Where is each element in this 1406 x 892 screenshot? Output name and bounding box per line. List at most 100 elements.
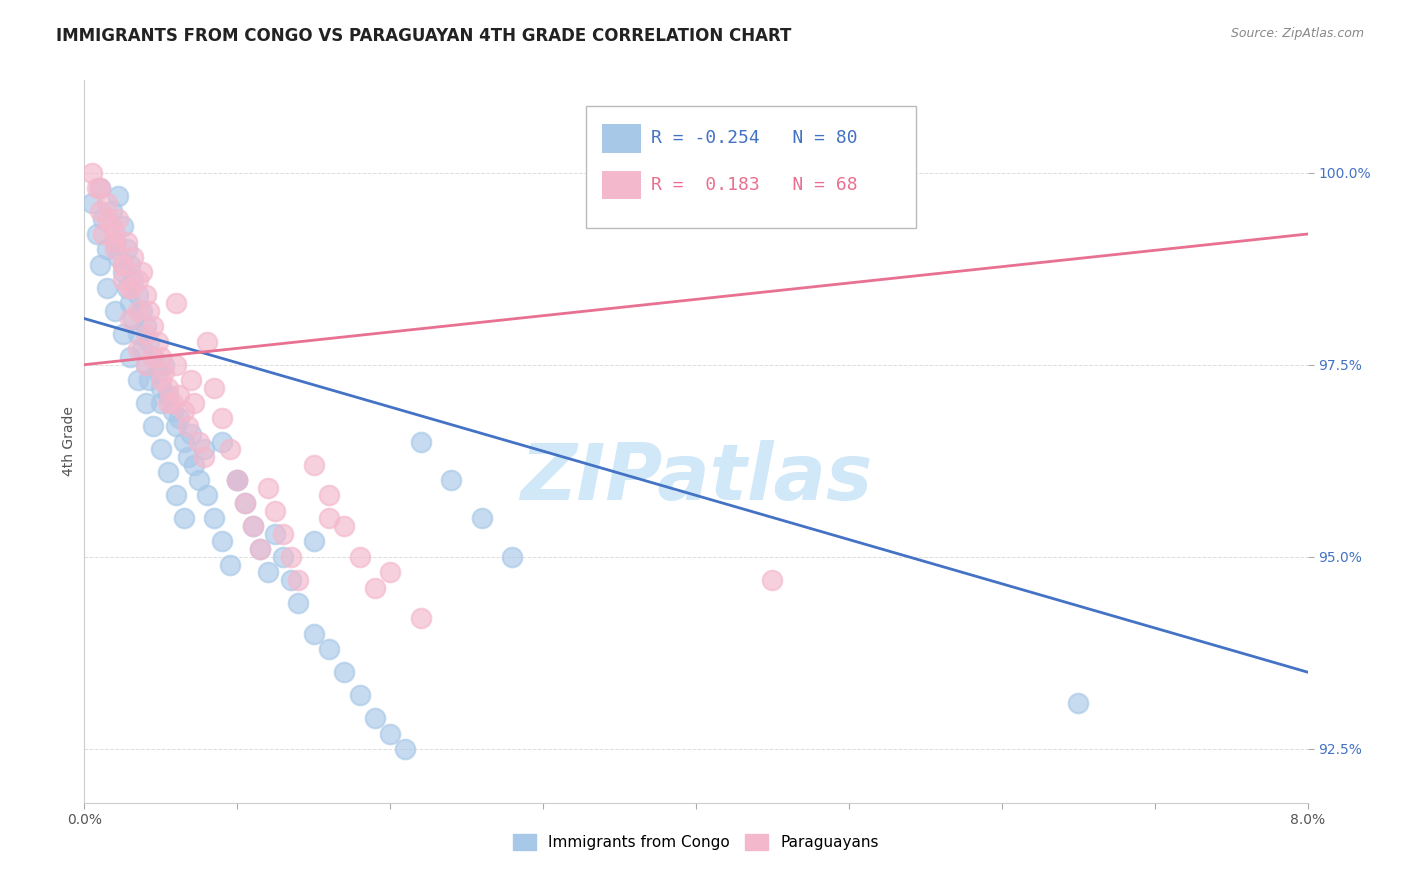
Point [111, 258, 134, 272]
Point [91, 227, 114, 241]
Point [157, 388, 180, 402]
Point [96, 243, 118, 257]
Point [349, 549, 371, 564]
Point [333, 519, 356, 533]
Point [211, 434, 233, 449]
Point [195, 488, 218, 502]
Point [211, 411, 233, 425]
Point [107, 211, 129, 226]
Point [122, 250, 145, 264]
Point [153, 365, 176, 379]
Point [127, 304, 149, 318]
Point [271, 526, 294, 541]
Point [135, 326, 157, 341]
Point [104, 243, 127, 257]
Point [127, 273, 149, 287]
Point [101, 219, 124, 234]
Point [127, 326, 149, 341]
Bar [602, 170, 641, 200]
Point [111, 273, 134, 287]
Point [471, 511, 494, 525]
Text: R =  0.183   N = 68: R = 0.183 N = 68 [651, 176, 858, 194]
Point [167, 388, 190, 402]
Point [120, 350, 142, 364]
Point [86, 227, 108, 241]
Point [409, 611, 432, 625]
Point [302, 458, 325, 472]
Point [135, 319, 157, 334]
Point [142, 350, 165, 364]
Point [96, 281, 118, 295]
Point [131, 304, 153, 318]
Point [380, 726, 402, 740]
Point [149, 350, 172, 364]
Point [188, 473, 211, 487]
Point [249, 542, 271, 557]
Point [142, 319, 165, 334]
Point [177, 450, 200, 464]
Point [211, 534, 233, 549]
Point [202, 381, 225, 395]
Point [89, 181, 111, 195]
Point [349, 688, 371, 702]
Point [115, 281, 138, 295]
Point [188, 434, 211, 449]
Point [120, 296, 142, 310]
Point [162, 404, 184, 418]
Point [394, 742, 416, 756]
Point [173, 511, 195, 525]
Point [202, 511, 225, 525]
Point [364, 711, 387, 725]
Text: R = -0.254   N = 80: R = -0.254 N = 80 [651, 129, 858, 147]
Point [318, 488, 340, 502]
Point [180, 373, 202, 387]
Point [91, 211, 114, 226]
Point [111, 258, 134, 272]
Point [104, 235, 127, 249]
Point [107, 188, 129, 202]
Point [138, 334, 160, 349]
Point [89, 203, 111, 218]
Point [167, 411, 190, 425]
Point [142, 350, 165, 364]
Point [226, 473, 249, 487]
Y-axis label: 4th Grade: 4th Grade [62, 407, 76, 476]
Point [80, 165, 103, 179]
Point [380, 565, 402, 579]
Point [165, 419, 187, 434]
Text: Source: ZipAtlas.com: Source: ZipAtlas.com [1230, 27, 1364, 40]
Point [233, 496, 256, 510]
Text: ZIPatlas: ZIPatlas [520, 440, 872, 516]
Point [135, 288, 157, 302]
Point [135, 396, 157, 410]
Point [177, 419, 200, 434]
Point [264, 526, 287, 541]
Point [257, 565, 280, 579]
FancyBboxPatch shape [586, 105, 917, 228]
Point [193, 450, 215, 464]
Point [107, 250, 129, 264]
Point [195, 334, 218, 349]
Point [157, 465, 180, 479]
Point [218, 442, 240, 457]
Point [226, 473, 249, 487]
Point [257, 481, 280, 495]
Point [157, 396, 180, 410]
Point [142, 419, 165, 434]
Point [173, 434, 195, 449]
Point [409, 434, 432, 449]
Point [226, 473, 249, 487]
Point [89, 181, 111, 195]
Point [165, 488, 187, 502]
Point [440, 473, 463, 487]
Point [96, 211, 118, 226]
Point [180, 426, 202, 441]
Point [101, 203, 124, 218]
Point [127, 373, 149, 387]
Point [80, 196, 103, 211]
Point [193, 442, 215, 457]
Point [162, 396, 184, 410]
Point [111, 265, 134, 279]
Point [242, 519, 264, 533]
Point [86, 181, 108, 195]
